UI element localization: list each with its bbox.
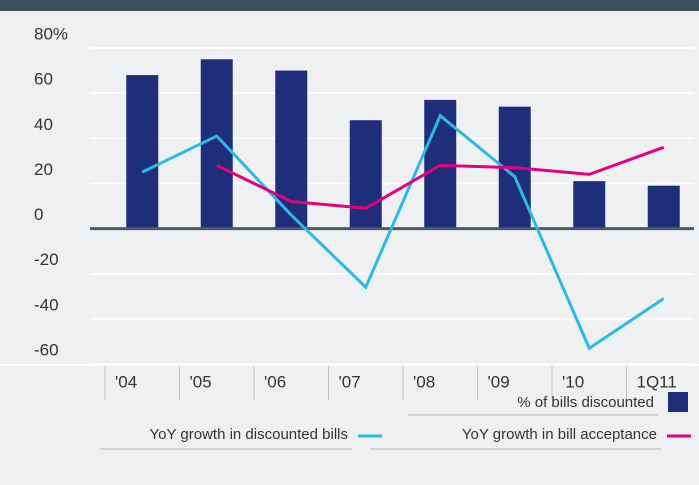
x-tick-label: '06 xyxy=(264,372,286,391)
line-series xyxy=(141,113,665,351)
x-tick-label: '08 xyxy=(413,372,435,391)
x-tick-label: '07 xyxy=(339,372,361,391)
y-tick-label: 40 xyxy=(34,115,53,134)
bar xyxy=(126,75,159,229)
legend-swatch xyxy=(668,392,688,412)
x-tick-label: '10 xyxy=(562,372,584,391)
header-bar xyxy=(0,0,699,11)
y-tick-label: -60 xyxy=(34,340,59,359)
y-tick-label: -40 xyxy=(34,295,59,314)
legend-label: YoY growth in discounted bills xyxy=(150,426,348,443)
y-tick-label: 20 xyxy=(34,160,53,179)
bar xyxy=(349,120,382,229)
y-tick-label: 60 xyxy=(34,70,53,89)
x-tick-label: '09 xyxy=(488,372,510,391)
y-tick-label: 0 xyxy=(34,205,43,224)
bar xyxy=(573,181,606,229)
x-tick-label: '04 xyxy=(115,372,137,391)
legend-label: YoY growth in bill acceptance xyxy=(462,426,657,443)
bar xyxy=(200,59,233,229)
x-tick-label: '05 xyxy=(190,372,212,391)
legend-label: % of bills discounted xyxy=(517,394,654,411)
x-tick-label: 1Q11 xyxy=(637,372,677,391)
line-series xyxy=(216,145,665,210)
y-tick-label: 80% xyxy=(34,24,68,43)
bar xyxy=(647,185,680,229)
y-tick-label: -20 xyxy=(34,250,59,269)
